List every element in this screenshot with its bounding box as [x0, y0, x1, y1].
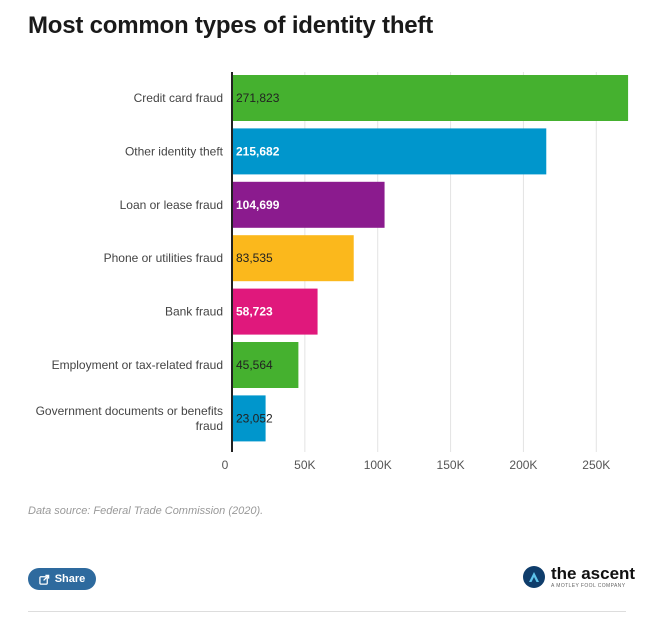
bar — [232, 75, 629, 121]
category-label: Other identity theft — [125, 144, 224, 158]
value-label: 104,699 — [236, 198, 280, 212]
category-label: Credit card fraud — [134, 91, 223, 105]
category-label: Phone or utilities fraud — [104, 251, 223, 265]
category-label: Government documents or benefits fraud — [36, 404, 223, 433]
category-label: Bank fraud — [165, 305, 223, 319]
x-tick-label: 0 — [222, 458, 229, 472]
bar — [232, 395, 266, 442]
divider — [28, 611, 626, 612]
brand-name: the ascent — [551, 564, 636, 583]
bar — [232, 181, 385, 228]
value-labels: 271,823 215,682 104,699 83,535 58,723 45,564 2… — [236, 91, 280, 425]
bar — [232, 288, 318, 335]
ascent-logo-icon — [523, 566, 545, 588]
value-label: 271,823 — [236, 91, 280, 105]
bar — [232, 235, 354, 282]
category-label: Loan or lease fraud — [120, 198, 223, 212]
bars — [232, 75, 629, 442]
bar — [232, 128, 547, 175]
share-icon — [38, 574, 49, 585]
share-button[interactable]: Share — [28, 568, 96, 590]
value-label: 83,535 — [236, 251, 273, 265]
brand-tagline: A MOTLEY FOOL COMPANY — [551, 583, 626, 589]
bar — [232, 342, 299, 388]
value-label: 23,052 — [236, 411, 273, 425]
value-label: 45,564 — [236, 358, 273, 372]
brand-logo[interactable]: the ascent A MOTLEY FOOL COMPANY — [523, 565, 635, 589]
x-tick-label: 150K — [437, 458, 465, 472]
chart-title: Most common types of identity theft — [28, 12, 434, 39]
x-axis-ticks: 0 50K 100K 150K 200K 250K — [222, 458, 611, 472]
bar-chart: Credit card fraud Other identity theft Loa… — [36, 72, 629, 472]
value-label: 58,723 — [236, 305, 273, 319]
x-tick-label: 50K — [294, 458, 315, 472]
data-source-note: Data source: Federal Trade Commission (2… — [28, 505, 264, 517]
category-label: Employment or tax-related fraud — [52, 358, 223, 372]
x-tick-label: 200K — [509, 458, 537, 472]
share-label: Share — [54, 573, 86, 585]
value-label: 215,682 — [236, 144, 280, 158]
x-tick-label: 100K — [364, 458, 392, 472]
category-labels: Credit card fraud Other identity theft Loa… — [36, 91, 224, 433]
x-tick-label: 250K — [582, 458, 610, 472]
